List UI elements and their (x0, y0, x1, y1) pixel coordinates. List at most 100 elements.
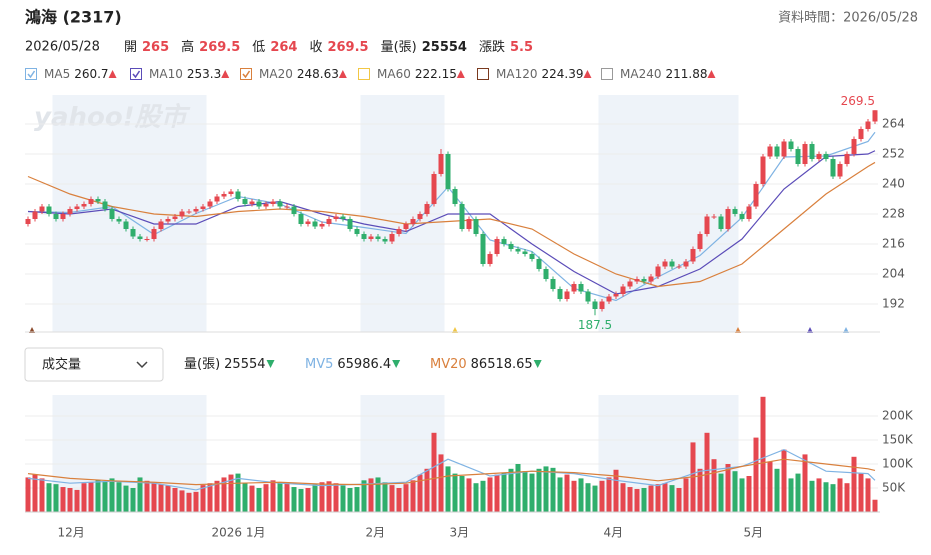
candle-body (179, 211, 185, 217)
volume-bar (501, 472, 507, 512)
field-label: 收 (309, 40, 322, 55)
candle-body (123, 221, 129, 229)
candle-body (844, 154, 850, 164)
candle-body (501, 239, 507, 244)
candle-body (655, 266, 661, 277)
ma-value: 253.3 (187, 67, 221, 81)
candle-body (536, 259, 542, 269)
volume-bar (466, 478, 472, 512)
field-label: 漲跌 (479, 39, 505, 55)
volume-bar (158, 484, 164, 512)
candle-body (256, 201, 262, 207)
volume-bar (361, 480, 367, 512)
candle-body (438, 154, 444, 174)
candle-body (760, 156, 766, 184)
volume-legend: MV20 86518.65 (430, 357, 533, 372)
volume-bar (172, 488, 178, 512)
candle-body (291, 206, 297, 214)
y-tick-label: 228 (882, 207, 905, 221)
ma-line (27, 448, 876, 491)
candle-body (431, 174, 437, 204)
checkmark (242, 70, 251, 79)
volume-bar (207, 483, 213, 512)
candle-body (74, 206, 80, 209)
candle-body (284, 206, 290, 208)
volume-bar (865, 478, 871, 512)
volume-bar (795, 473, 801, 512)
candle-body (235, 191, 241, 199)
candle-body (382, 239, 388, 242)
volume-bar (606, 477, 612, 512)
ma-checkbox[interactable] (130, 68, 142, 80)
volume-bar (165, 485, 171, 512)
candle-body (606, 296, 612, 302)
field-value: 269.5 (327, 40, 368, 55)
volume-legend-value: 65986.4 (337, 357, 391, 372)
volume-bar (809, 480, 815, 512)
ma-checkbox[interactable] (601, 68, 613, 80)
candle-body (564, 291, 570, 299)
volume-bar (487, 477, 493, 512)
volume-bar (88, 482, 94, 512)
ma-checkbox[interactable] (25, 68, 37, 80)
candle-body (403, 224, 409, 229)
volume-bar (662, 483, 668, 512)
candle-body (144, 239, 150, 240)
month-band (360, 395, 445, 512)
ma-checkbox[interactable] (477, 68, 489, 80)
field-label: 低 (252, 40, 265, 55)
candle-body (25, 219, 31, 224)
down-arrow (392, 360, 401, 368)
ma-value: 248.63 (297, 67, 339, 81)
candle-body (543, 269, 549, 279)
candle-body (753, 184, 759, 207)
down-arrow (533, 360, 542, 368)
candle-body (53, 214, 59, 219)
volume-bar (291, 487, 297, 512)
volume-bar (844, 483, 850, 512)
checkmark (27, 70, 36, 79)
volume-bar (53, 484, 59, 512)
watermark: yahoo!股市 (34, 103, 191, 133)
quote-date: 2026/05/28 (25, 40, 100, 55)
candle-body (781, 141, 787, 157)
quote-field: 高 269.5 (181, 39, 240, 55)
volume-bar (760, 396, 766, 512)
candle-body (186, 211, 192, 213)
candle-body (487, 254, 493, 264)
candle-body (711, 216, 717, 218)
volume-bar (95, 480, 101, 512)
volume-bar (312, 484, 318, 512)
dropdown[interactable] (24, 347, 164, 382)
candle-body (662, 261, 668, 267)
candle-body (494, 239, 500, 254)
candle-body (823, 154, 829, 159)
candle-body (788, 141, 794, 149)
y-tick-label: 100K (882, 457, 914, 471)
volume-legend-value: 86518.65 (471, 357, 533, 372)
volume-bar (249, 485, 255, 512)
candle-body (515, 249, 521, 252)
candle-body (522, 251, 528, 254)
up-arrow (108, 70, 117, 78)
volume-bar (270, 480, 276, 512)
down-arrow (266, 360, 275, 368)
volume-bar (354, 487, 360, 512)
candle-body (571, 284, 577, 292)
candle-body (193, 209, 199, 212)
candle-body (249, 201, 255, 204)
y-tick-label: 252 (882, 147, 905, 161)
ma-checkbox[interactable] (358, 68, 370, 80)
candle-body (459, 204, 465, 229)
volume-bar (39, 478, 45, 512)
volume-selector[interactable]: 成交量 (24, 347, 164, 382)
y-tick-label: 264 (882, 117, 905, 131)
candle-body (102, 201, 108, 209)
y-tick-label: 200K (882, 409, 914, 423)
ma-checkbox[interactable] (240, 68, 252, 80)
volume-bar (228, 474, 234, 512)
volume-bar (396, 488, 402, 512)
volume-legend: MV5 65986.4 (305, 357, 391, 372)
volume-bar (347, 488, 353, 512)
